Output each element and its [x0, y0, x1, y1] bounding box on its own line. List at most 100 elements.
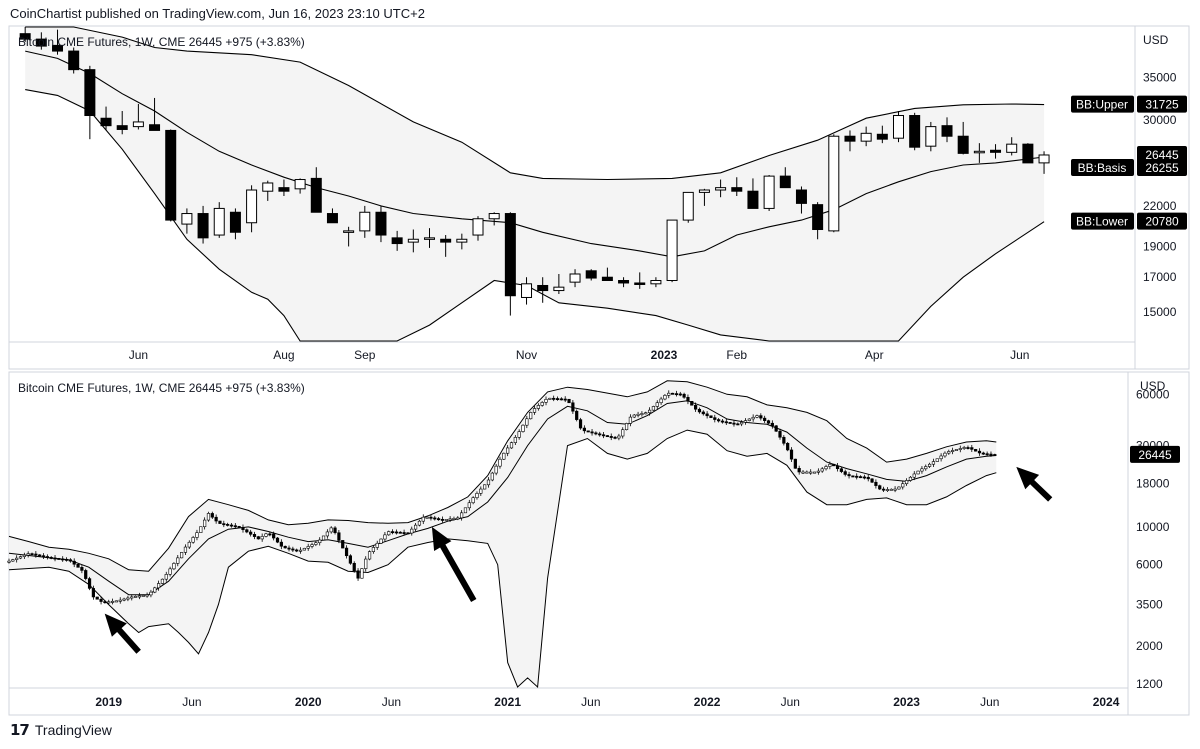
time-tick-label: Feb [726, 348, 747, 362]
mini-candle [513, 435, 517, 445]
candle-body [839, 468, 843, 472]
mini-candle [463, 507, 468, 514]
candle-body [571, 402, 575, 412]
candle-body [763, 175, 775, 209]
mini-candle [348, 554, 352, 565]
candle-body [295, 549, 299, 552]
candle-body [835, 465, 840, 470]
mini-candle [298, 547, 303, 554]
mini-candle [18, 555, 23, 560]
candle-body [246, 189, 258, 224]
candle-body [252, 534, 257, 537]
weekly-chart-panel[interactable]: Bitcoin CME Futures, 1W, CME 26445 +975 … [8, 25, 1190, 370]
candle-body [816, 470, 820, 473]
candle-body [367, 551, 372, 560]
candles-group [19, 27, 1050, 316]
candle-body [636, 413, 640, 416]
candle-body [329, 527, 333, 533]
candle-body [779, 175, 791, 189]
mini-candle [275, 537, 280, 544]
mini-candle [360, 568, 364, 579]
mini-candle [256, 535, 260, 540]
candle-body [22, 554, 26, 557]
candle-body [19, 33, 31, 40]
candle-body [786, 442, 790, 451]
mini-candle [763, 415, 767, 424]
mini-candle [647, 407, 652, 416]
candle-body [337, 532, 341, 541]
mini-candle [356, 568, 360, 581]
candle-body [876, 133, 888, 140]
candle-body [160, 578, 165, 584]
indicator-name-text: BB:Basis [1078, 161, 1127, 175]
mini-candle [824, 464, 828, 471]
candle-body [321, 535, 326, 541]
mini-candle [444, 519, 448, 521]
candle-body [943, 452, 947, 457]
mini-candle [893, 486, 897, 493]
mini-candle [153, 586, 157, 594]
mini-candle [222, 520, 226, 528]
mini-candle [398, 531, 402, 534]
mini-candle [379, 538, 383, 544]
long-term-chart-panel[interactable]: Bitcoin CME Futures, 1W, CME 26445 +975 … [7, 371, 1190, 716]
indicator-name-box [1071, 95, 1134, 113]
annotation-arrow [104, 613, 141, 654]
candle-body [958, 448, 962, 450]
candle-body [452, 518, 456, 520]
candle-body [165, 129, 177, 221]
mini-candle [820, 467, 824, 473]
mini-candle [701, 410, 705, 416]
bollinger-band-fill [9, 380, 997, 687]
candle-body [214, 516, 218, 522]
candle-body [881, 488, 886, 491]
band-area [9, 380, 997, 687]
candle-body [183, 546, 188, 553]
candle [715, 179, 727, 198]
mini-candle [870, 478, 874, 483]
candle-body [506, 447, 510, 454]
candle-body [87, 578, 92, 589]
mini-candle [575, 409, 579, 422]
mini-candle [724, 419, 728, 425]
candle-body [364, 558, 368, 569]
candle-body [686, 397, 690, 402]
candle-body [731, 187, 743, 192]
candle-body [893, 488, 897, 491]
price-tick-label: 10000 [1136, 520, 1170, 534]
mini-candle [410, 526, 414, 536]
candle-body [544, 399, 548, 403]
candle-body [379, 538, 383, 544]
mini-candle [156, 580, 161, 591]
mini-candle [544, 396, 548, 406]
candle-body [95, 596, 99, 600]
mini-candle [30, 552, 34, 556]
mini-candle [241, 524, 245, 533]
candle [601, 267, 613, 281]
mini-candle [406, 532, 410, 535]
mini-candle [720, 419, 725, 424]
mini-candle [567, 398, 571, 404]
mini-candle [751, 414, 755, 422]
mini-candle [993, 453, 997, 456]
mini-candle [766, 419, 771, 425]
candle [925, 121, 937, 152]
mini-candle [448, 516, 452, 523]
candle-body [18, 556, 23, 559]
mini-candle [103, 600, 107, 604]
candle [569, 269, 581, 288]
mini-candle [966, 445, 970, 450]
candle-body [116, 125, 128, 130]
time-tick-label: 2021 [494, 695, 521, 709]
candle-body [433, 517, 437, 520]
candle-body [99, 598, 103, 602]
candle-body [306, 546, 310, 549]
candle-body [387, 531, 391, 536]
candle-body [709, 415, 713, 418]
currency-label: USD [1140, 379, 1166, 393]
candle-body [333, 527, 337, 534]
time-tick-label: 2022 [694, 695, 721, 709]
candle-body [471, 497, 475, 504]
mini-candle [866, 474, 870, 482]
